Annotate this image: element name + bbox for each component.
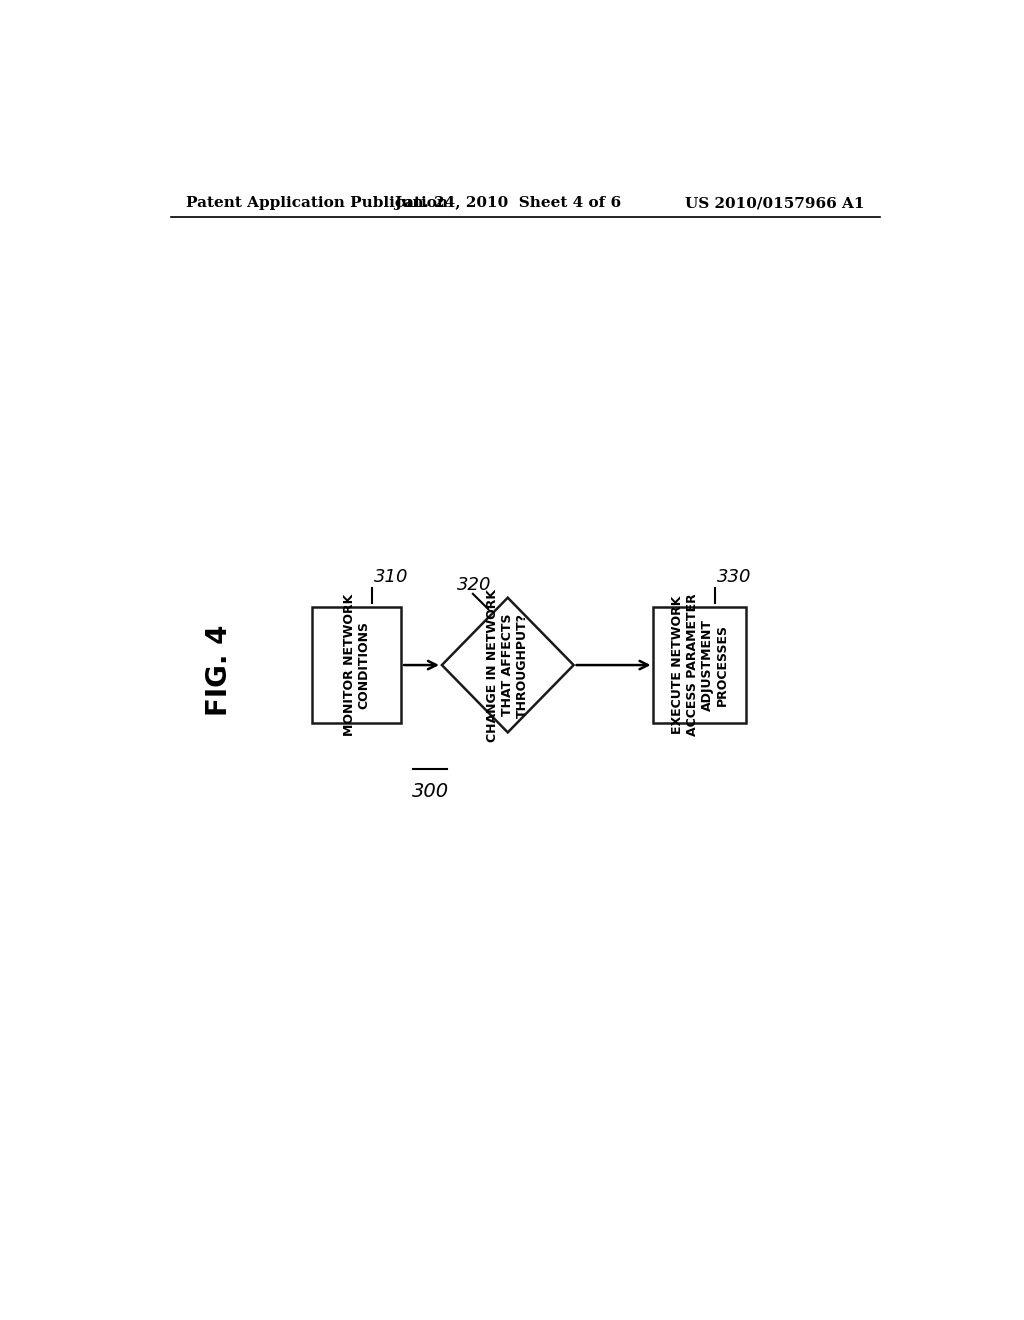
Text: FIG. 4: FIG. 4 <box>206 624 233 717</box>
Text: CHANGE IN NETWORK
THAT AFFECTS
THROUGHPUT?: CHANGE IN NETWORK THAT AFFECTS THROUGHPU… <box>486 589 529 742</box>
Text: 300: 300 <box>412 781 449 801</box>
Polygon shape <box>442 598 573 733</box>
Text: US 2010/0157966 A1: US 2010/0157966 A1 <box>685 197 864 210</box>
Text: 320: 320 <box>458 576 492 594</box>
Text: Jun. 24, 2010  Sheet 4 of 6: Jun. 24, 2010 Sheet 4 of 6 <box>394 197 622 210</box>
Bar <box>312 607 401 723</box>
Text: 310: 310 <box>374 568 409 586</box>
Bar <box>653 607 746 723</box>
Text: 330: 330 <box>717 568 752 586</box>
Text: EXECUTE NETWORK
ACCESS PARAMETER
ADJUSTMENT
PROCESSES: EXECUTE NETWORK ACCESS PARAMETER ADJUSTM… <box>671 594 729 737</box>
Text: MONITOR NETWORK
CONDITIONS: MONITOR NETWORK CONDITIONS <box>343 594 371 737</box>
Text: Patent Application Publication: Patent Application Publication <box>186 197 449 210</box>
